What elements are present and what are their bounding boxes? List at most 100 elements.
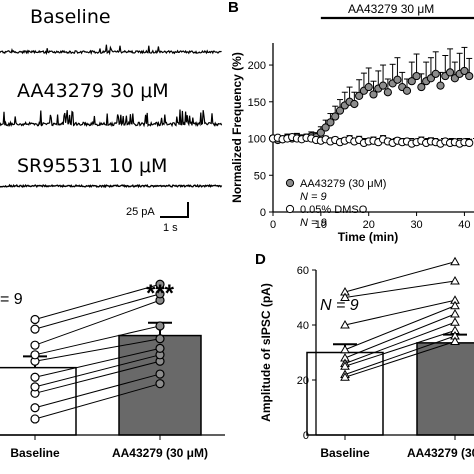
pair-point — [30, 403, 40, 413]
treatment-bar-label: AA43279 30 μM — [348, 2, 434, 16]
y-tick-label: 0 — [260, 207, 266, 219]
point-dmso — [465, 138, 474, 148]
pair-point — [155, 279, 165, 289]
pair-point — [30, 382, 40, 392]
pair-point — [30, 324, 40, 334]
pair-line — [344, 305, 456, 351]
n-label: N = 9 — [320, 297, 359, 314]
point-aa43279 — [331, 112, 340, 121]
y-tick-label: 150 — [248, 97, 266, 109]
trace-aa43279 — [0, 109, 223, 128]
pair-point — [155, 369, 165, 379]
pair-point — [450, 300, 460, 310]
pair-line — [34, 338, 161, 362]
x-tick-label: 30 — [410, 219, 422, 231]
point-aa43279 — [407, 77, 416, 86]
x-tick-label: AA43279 (30 μM) — [407, 446, 474, 460]
pair-line — [34, 299, 161, 346]
pair-point — [340, 344, 350, 354]
panel-a-traces — [0, 44, 223, 218]
pair-line — [344, 280, 456, 298]
pair-line — [34, 354, 161, 388]
pair-point — [155, 289, 165, 299]
point-aa43279 — [378, 81, 388, 90]
y-tick-label: 50 — [254, 170, 266, 182]
pair-point — [450, 256, 460, 266]
y-axis-label: Normalized Frequency (%) — [230, 52, 244, 203]
pair-line — [344, 341, 456, 378]
scalebar-current-label: 25 pA — [126, 206, 155, 218]
x-tick-label: 40 — [458, 219, 470, 231]
y-axis-label: Amplitude of sIPSC (pA) — [259, 283, 273, 422]
pair-point — [30, 340, 40, 350]
pair-line — [344, 299, 456, 326]
chart-c: Baseline AA43279 (30 μM) = 9 *** — [0, 279, 225, 460]
x-tick-label: Baseline — [320, 446, 370, 460]
y-tick-label: 200 — [248, 60, 266, 72]
pair-point — [450, 336, 460, 345]
trace-label-baseline: Baseline — [30, 6, 111, 28]
pair-line — [344, 261, 456, 293]
x-tick-label: 0 — [270, 219, 276, 231]
bar-aa43279 — [416, 342, 474, 436]
pair-point — [30, 372, 40, 382]
legend-marker-dmso — [285, 204, 295, 214]
pair-point — [155, 379, 165, 389]
pair-line — [344, 313, 456, 359]
pair-point — [30, 414, 40, 424]
pair-line — [34, 360, 161, 394]
pair-line — [34, 383, 161, 420]
point-aa43279 — [402, 86, 412, 95]
point-aa43279 — [460, 66, 469, 76]
legend-label-dmso: 0.05% DMSO — [300, 204, 368, 216]
point-aa43279 — [316, 128, 325, 137]
point-aa43279 — [436, 81, 445, 90]
x-tick-label: 10 — [315, 219, 327, 231]
y-tick-label: 40 — [297, 320, 309, 332]
point-aa43279 — [364, 82, 373, 92]
pair-point — [155, 343, 165, 353]
pair-line — [34, 283, 161, 321]
pair-line — [34, 325, 161, 356]
pair-point — [340, 372, 350, 381]
legend-label-aa43279: AA43279 (30 μM) — [300, 178, 386, 190]
pair-line — [344, 330, 456, 367]
point-aa43279 — [369, 90, 378, 99]
panel-letter-b: B — [228, 0, 239, 16]
significance-label: *** — [146, 280, 175, 307]
trace-label-sr95531: SR95531 10 μM — [17, 155, 168, 177]
y-tick-label: 100 — [248, 134, 266, 146]
legend-marker-aa43279 — [285, 178, 295, 188]
legend-n-aa43279: N = 9 — [300, 191, 327, 203]
panel-letter-d: D — [255, 251, 266, 268]
point-aa43279 — [350, 99, 359, 109]
chart-b: AA43279 30 μM 0 50 100 150 200 0 10 20 30 40 Time (… — [230, 2, 474, 244]
pair-line — [34, 373, 161, 409]
pair-line — [34, 347, 161, 378]
pair-point — [30, 350, 40, 360]
pair-line — [34, 293, 161, 330]
point-aa43279 — [321, 123, 330, 132]
x-tick-label: Baseline — [10, 446, 60, 460]
pair-point — [340, 361, 350, 370]
x-tick-label: AA43279 (30 μM) — [112, 446, 208, 460]
chart-d: Baseline AA43279 (30 μM) 0 20 40 60 Amplitude … — [259, 256, 474, 460]
trace-sr95531 — [0, 183, 223, 189]
scalebar-time-label: 1 s — [163, 222, 178, 234]
pair-point — [155, 334, 165, 344]
point-aa43279 — [393, 75, 402, 84]
pair-point — [340, 319, 350, 329]
x-axis-label: Time (min) — [338, 230, 398, 244]
y-tick-label: 0 — [303, 430, 309, 442]
pair-point — [450, 308, 460, 318]
pair-point — [155, 321, 165, 331]
point-aa43279 — [412, 71, 421, 81]
point-aa43279 — [326, 118, 335, 127]
point-aa43279 — [431, 69, 440, 78]
y-tick-label: 20 — [297, 375, 309, 387]
point-aa43279 — [335, 106, 345, 115]
pair-line — [344, 321, 456, 364]
point-aa43279 — [465, 71, 474, 81]
y-tick-label: 60 — [297, 265, 309, 277]
x-tick-label: 20 — [363, 219, 375, 231]
